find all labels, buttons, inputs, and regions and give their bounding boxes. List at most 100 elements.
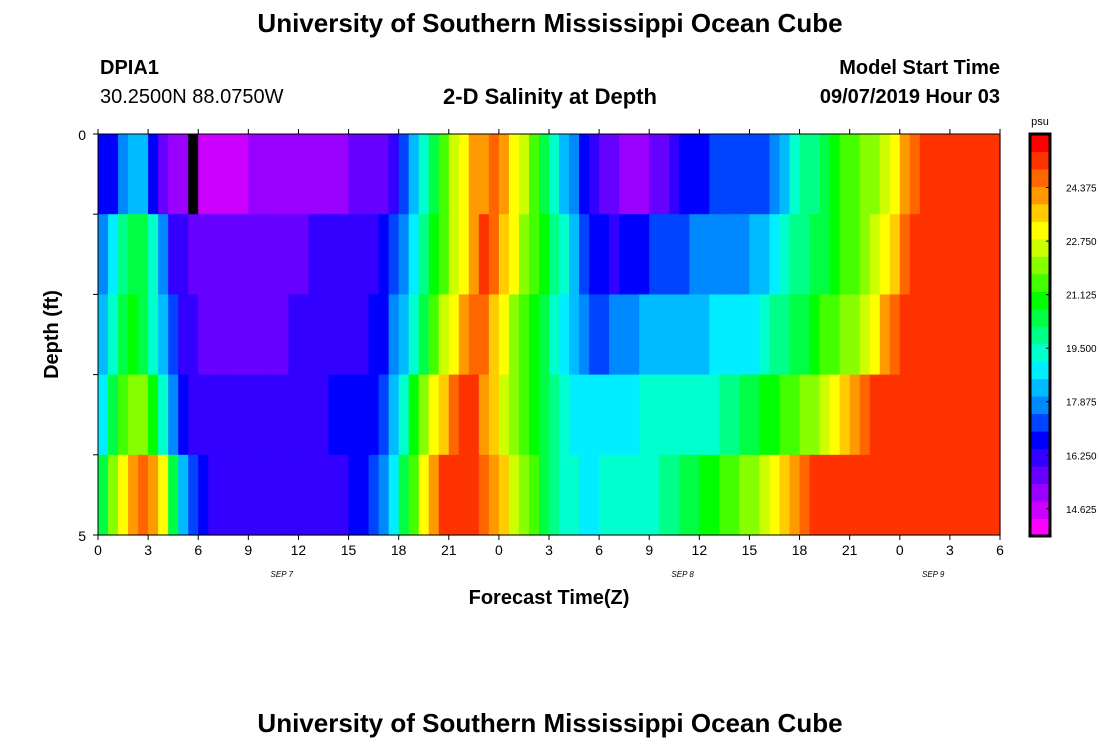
heatmap-cell	[398, 454, 410, 536]
heatmap-cell	[318, 374, 330, 456]
heatmap-cell	[789, 134, 801, 215]
heatmap-cell	[649, 454, 660, 536]
heatmap-cell	[629, 374, 640, 456]
heatmap-cell	[428, 374, 440, 456]
heatmap-cell	[699, 454, 710, 536]
x-tick-label: 6	[595, 542, 603, 558]
heatmap-cell	[759, 374, 771, 456]
heatmap-cell	[268, 294, 279, 376]
heatmap-cell	[268, 374, 279, 456]
heatmap-cell	[839, 134, 851, 215]
heatmap-cell	[368, 374, 380, 456]
heatmap-cell	[468, 294, 480, 376]
heatmap-cell	[779, 374, 791, 456]
heatmap-cell	[278, 454, 290, 536]
heatmap-cell	[538, 214, 550, 295]
x-tick-label: 3	[946, 542, 954, 558]
heatmap-cell	[599, 294, 610, 376]
heatmap-cell	[589, 294, 600, 376]
heatmap-cell	[659, 134, 670, 215]
heatmap-cell	[208, 454, 219, 536]
heatmap-cell	[478, 454, 490, 536]
heatmap-cell	[959, 214, 971, 295]
heatmap-cell	[478, 214, 490, 295]
heatmap-cell	[298, 454, 310, 536]
heatmap-cell	[889, 134, 901, 215]
heatmap-cell	[518, 374, 530, 456]
heatmap-cell	[559, 374, 570, 456]
heatmap-cell	[829, 454, 841, 536]
heatmap-cell	[859, 374, 871, 456]
heatmap-cell	[699, 374, 710, 456]
heatmap-cell	[639, 294, 650, 376]
heatmap-cell	[478, 294, 490, 376]
heatmap-cell	[378, 134, 390, 215]
heatmap-cell	[468, 454, 480, 536]
x-tick-label: 6	[194, 542, 202, 558]
heatmap-cell	[338, 214, 350, 295]
colorbar-frame	[1028, 132, 1052, 538]
heatmap-cell	[879, 374, 891, 456]
heatmap-cell	[979, 294, 991, 376]
heatmap-cell	[538, 134, 550, 215]
heatmap-cell	[959, 374, 971, 456]
heatmap-cell	[228, 214, 239, 295]
heatmap-cell	[528, 214, 540, 295]
heatmap-cell	[769, 454, 781, 536]
heatmap-cell	[98, 214, 109, 295]
heatmap-cell	[649, 134, 660, 215]
heatmap-cell	[759, 454, 771, 536]
heatmap-cell	[599, 214, 610, 295]
model-start-label: Model Start Time	[839, 57, 1000, 79]
heatmap-cell	[248, 294, 259, 376]
heatmap-cell	[879, 454, 891, 536]
heatmap-cell	[388, 374, 400, 456]
heatmap-cell	[579, 454, 590, 536]
heatmap-cell	[258, 214, 269, 295]
plot-title: 2-D Salinity at Depth	[443, 84, 657, 109]
heatmap-cell	[709, 374, 720, 456]
heatmap-cell	[418, 294, 430, 376]
x-tick-label: 3	[545, 542, 553, 558]
heatmap-cell	[98, 454, 109, 536]
heatmap-cell	[769, 134, 781, 215]
heatmap-cell	[208, 214, 219, 295]
heatmap-cell	[118, 134, 129, 215]
heatmap-cell	[488, 454, 500, 536]
model-start-value: 09/07/2019 Hour 03	[819, 86, 1000, 108]
colorbar-segment	[1030, 221, 1050, 240]
heatmap-cell	[308, 134, 320, 215]
heatmap-cell	[689, 294, 700, 376]
heatmap-cell	[538, 294, 550, 376]
x-tick-label: 9	[244, 542, 252, 558]
heatmap-cell	[589, 374, 600, 456]
heatmap-cell	[408, 214, 420, 295]
heatmap-cell	[338, 134, 350, 215]
heatmap-cell	[108, 454, 119, 536]
heatmap-cell	[729, 374, 741, 456]
heatmap-cell	[879, 294, 891, 376]
y-tick-label: 5	[78, 528, 86, 544]
heatmap-cell	[498, 454, 510, 536]
heatmap-cell	[198, 374, 209, 456]
heatmap-cell	[368, 294, 380, 376]
colorbar-segment	[1030, 238, 1050, 257]
heatmap-cell	[979, 454, 991, 536]
heatmap-cell	[869, 134, 881, 215]
heatmap-cell	[428, 134, 440, 215]
heatmap-cell	[849, 374, 861, 456]
x-axis-label: Forecast Time(Z)	[469, 587, 630, 609]
heatmap-cell	[178, 214, 189, 295]
heatmap-cell	[528, 294, 540, 376]
heatmap-cell	[228, 134, 239, 215]
heatmap-cell	[589, 454, 600, 536]
heatmap-cell	[268, 134, 279, 215]
heatmap-cell	[388, 454, 400, 536]
colorbar-segment	[1030, 256, 1050, 275]
heatmap-cell	[559, 134, 570, 215]
heatmap-cell	[849, 454, 861, 536]
heatmap-cell	[418, 214, 430, 295]
heatmap-cell	[128, 214, 139, 295]
heatmap-cell	[308, 214, 320, 295]
